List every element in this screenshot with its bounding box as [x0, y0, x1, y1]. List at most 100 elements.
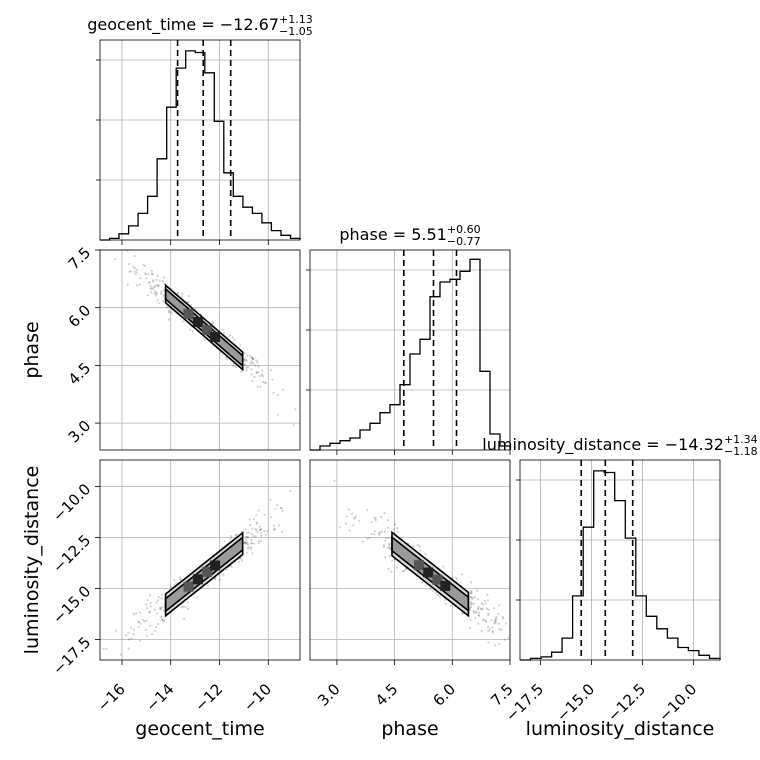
sample-point	[155, 278, 158, 282]
sample-point	[477, 622, 480, 625]
sample-point	[243, 363, 246, 366]
sample-point	[387, 542, 391, 546]
sample-point	[157, 284, 160, 287]
sample-point	[150, 286, 153, 289]
sample-point	[206, 584, 210, 587]
sample-point	[282, 388, 285, 391]
sample-point	[245, 367, 248, 370]
sample-point	[151, 287, 154, 291]
sample-point	[145, 277, 148, 280]
sample-point	[386, 519, 390, 522]
title-lower-error: −1.18	[724, 445, 758, 458]
sample-point	[494, 620, 497, 623]
sample-point	[494, 644, 497, 647]
sample-point	[269, 498, 272, 501]
sample-point	[352, 524, 355, 527]
x-tick-label: 3.0	[314, 680, 344, 710]
sample-point	[494, 617, 497, 621]
sample-point	[161, 606, 164, 609]
sample-point	[168, 310, 171, 313]
sample-point	[163, 276, 166, 279]
sample-point	[186, 607, 190, 610]
sample-point	[385, 537, 388, 540]
density-cell	[210, 560, 221, 571]
x-tick-label: −16	[94, 680, 129, 715]
sample-point	[213, 578, 216, 581]
title-prefix: phase = 5.51	[339, 225, 446, 244]
sample-point	[249, 546, 253, 549]
sample-point	[384, 539, 387, 542]
sample-point	[204, 338, 207, 342]
sample-point	[497, 612, 500, 616]
sample-point	[256, 385, 259, 388]
sample-point	[476, 608, 479, 611]
sample-point	[503, 638, 506, 641]
sample-point	[86, 212, 88, 214]
density-cell	[440, 580, 451, 591]
sample-point	[498, 604, 501, 607]
sample-point	[152, 279, 155, 282]
sample-point	[251, 552, 254, 555]
sample-point	[261, 375, 264, 378]
sample-point	[152, 286, 155, 289]
sample-point	[149, 605, 152, 608]
density-cell	[192, 317, 203, 327]
sample-point	[276, 503, 279, 507]
sample-point	[146, 599, 149, 602]
sample-point	[260, 534, 263, 537]
sample-point	[127, 262, 130, 266]
sample-point	[472, 602, 475, 605]
sample-point	[368, 536, 371, 539]
sample-point	[243, 542, 246, 545]
sample-point	[128, 270, 131, 273]
sample-point	[132, 613, 135, 616]
sample-point	[129, 626, 133, 629]
sample-point	[191, 330, 194, 333]
sample-point	[444, 598, 447, 601]
panel-frame	[99, 39, 301, 241]
sample-point	[211, 321, 214, 324]
sample-point	[150, 291, 153, 294]
sample-point	[469, 618, 472, 621]
sample-point	[155, 612, 159, 615]
sample-point	[244, 528, 247, 531]
sample-point	[500, 628, 503, 631]
title-upper-error: +0.60	[447, 223, 481, 236]
sample-point	[478, 611, 481, 614]
sample-point	[487, 613, 490, 617]
title-prefix: geocent_time = −12.67	[87, 15, 279, 35]
sample-point	[244, 364, 247, 367]
sample-point	[527, 653, 529, 655]
sample-point	[156, 283, 159, 286]
sample-point	[272, 391, 275, 394]
sample-point	[469, 592, 472, 595]
sample-point	[494, 621, 497, 624]
sample-point	[252, 534, 255, 538]
sample-point	[402, 570, 405, 573]
sample-point	[159, 615, 163, 619]
sample-point	[471, 598, 474, 601]
sample-point	[387, 536, 390, 540]
sample-point	[386, 546, 389, 550]
density-cell	[423, 567, 434, 578]
sample-point	[361, 540, 364, 543]
sample-point	[355, 515, 358, 518]
contour-outer	[391, 530, 470, 618]
sample-point	[146, 294, 149, 297]
sample-point	[470, 602, 473, 605]
sample-point	[137, 620, 140, 623]
sample-point	[249, 362, 252, 365]
sample-point	[259, 385, 262, 388]
sample-point	[264, 381, 267, 384]
sample-point	[271, 378, 274, 381]
sample-point	[102, 647, 105, 651]
sample-point	[170, 586, 173, 589]
sample-point	[379, 531, 382, 534]
sample-point	[387, 526, 390, 529]
sample-point	[345, 515, 348, 518]
density-cell	[192, 574, 203, 585]
sample-point	[155, 292, 158, 296]
sample-point	[178, 576, 181, 579]
sample-point	[495, 615, 498, 618]
